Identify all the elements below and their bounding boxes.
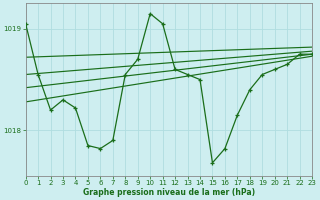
X-axis label: Graphe pression niveau de la mer (hPa): Graphe pression niveau de la mer (hPa)	[83, 188, 255, 197]
